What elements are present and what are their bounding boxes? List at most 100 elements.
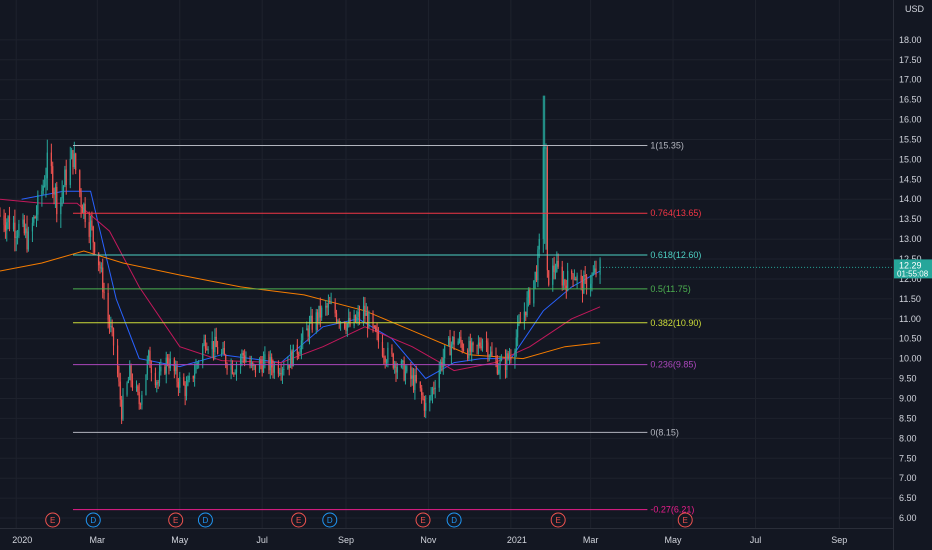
earnings-event-marker[interactable]: E (550, 512, 566, 528)
time-axis: 2020 Mar May Jul Sep Nov 2021 Mar May Jul Sep (12, 535, 847, 545)
fib-level-label: -0.27(6.21) (650, 505, 694, 515)
candle (65, 159, 67, 195)
candle-body (353, 315, 355, 326)
candle-body (226, 364, 228, 370)
candle-body (404, 371, 407, 381)
candle (519, 311, 521, 324)
earnings-event-marker[interactable]: E (168, 512, 184, 528)
candle (16, 229, 19, 245)
candle (533, 280, 535, 307)
price-tick-label: 9.00 (899, 393, 917, 403)
candle-body (562, 279, 565, 286)
candle-body (515, 337, 517, 352)
candle (356, 310, 358, 324)
candle (273, 361, 275, 380)
candle-body (158, 371, 161, 383)
candle-body (387, 347, 389, 363)
candle-body (545, 147, 547, 149)
candle (537, 245, 539, 288)
dividend-event-marker[interactable]: D (322, 512, 338, 528)
candle-body (126, 383, 128, 395)
candle (508, 347, 511, 365)
event-marker-label: E (556, 516, 561, 525)
candle (234, 369, 236, 375)
candle (296, 339, 298, 361)
candle-body (50, 152, 52, 167)
candle (158, 361, 161, 387)
candle-body (16, 235, 19, 237)
candle (183, 373, 185, 386)
price-tick-label: 6.50 (899, 493, 917, 503)
candle (468, 336, 470, 361)
candle (485, 331, 488, 353)
candle-body (411, 375, 413, 379)
candle (56, 181, 58, 223)
candle-body (377, 332, 380, 342)
candle-body (481, 340, 484, 349)
candle (373, 325, 375, 329)
event-marker-circle (291, 512, 307, 528)
candle (281, 366, 284, 384)
candle-body (194, 373, 196, 379)
candle-body (281, 369, 284, 375)
candle (491, 342, 493, 357)
candle-body (535, 271, 538, 280)
candle-body (356, 316, 358, 322)
candle (481, 338, 484, 352)
candle-body (354, 315, 357, 322)
moving-average-line (0, 198, 601, 372)
candle-body (434, 387, 436, 389)
event-marker-label: D (327, 516, 333, 525)
candle-body (581, 280, 584, 294)
earnings-event-marker[interactable]: E (45, 512, 61, 528)
candle (583, 270, 585, 294)
candle (572, 273, 574, 288)
earnings-event-marker[interactable]: E (291, 512, 307, 528)
candle-body (119, 381, 121, 400)
candle-body (291, 351, 293, 367)
candle (489, 346, 492, 358)
dividend-event-marker[interactable]: D (446, 512, 462, 528)
candle (34, 215, 36, 219)
dividend-event-marker[interactable]: D (85, 512, 101, 528)
candle-body (154, 372, 157, 386)
candle-body (392, 353, 394, 368)
candle (507, 351, 509, 361)
candle (529, 287, 531, 305)
dividend-event-marker[interactable]: D (197, 512, 213, 528)
earnings-event-marker[interactable]: E (677, 512, 693, 528)
candle-body (127, 380, 130, 384)
candle-body (384, 357, 386, 363)
candle (430, 387, 432, 401)
candle (52, 161, 54, 199)
candle (542, 95, 544, 253)
candle (112, 327, 115, 356)
candle-body (458, 336, 461, 342)
candle-body (489, 351, 492, 356)
candle-body (64, 169, 66, 187)
candle-body (412, 375, 415, 391)
candle (422, 392, 424, 401)
candle (396, 362, 398, 380)
candle-body (45, 178, 47, 186)
candle (385, 359, 388, 367)
candle (357, 305, 359, 326)
fib-level-label: 1(15.35) (650, 140, 684, 150)
candle-body (283, 369, 285, 371)
candle-body (556, 260, 558, 272)
candle (14, 209, 16, 252)
event-marker-circle (677, 512, 693, 528)
event-marker-circle (45, 512, 61, 528)
candle (233, 372, 235, 377)
candle (212, 340, 215, 361)
candle-body (349, 317, 351, 326)
candle-body (307, 328, 309, 337)
candle (100, 262, 102, 273)
earnings-event-marker[interactable]: E (415, 512, 431, 528)
candle-body (554, 271, 557, 273)
candle-body (330, 302, 332, 304)
candle-body (88, 222, 90, 237)
candle (26, 215, 28, 253)
candle-body (60, 198, 62, 215)
